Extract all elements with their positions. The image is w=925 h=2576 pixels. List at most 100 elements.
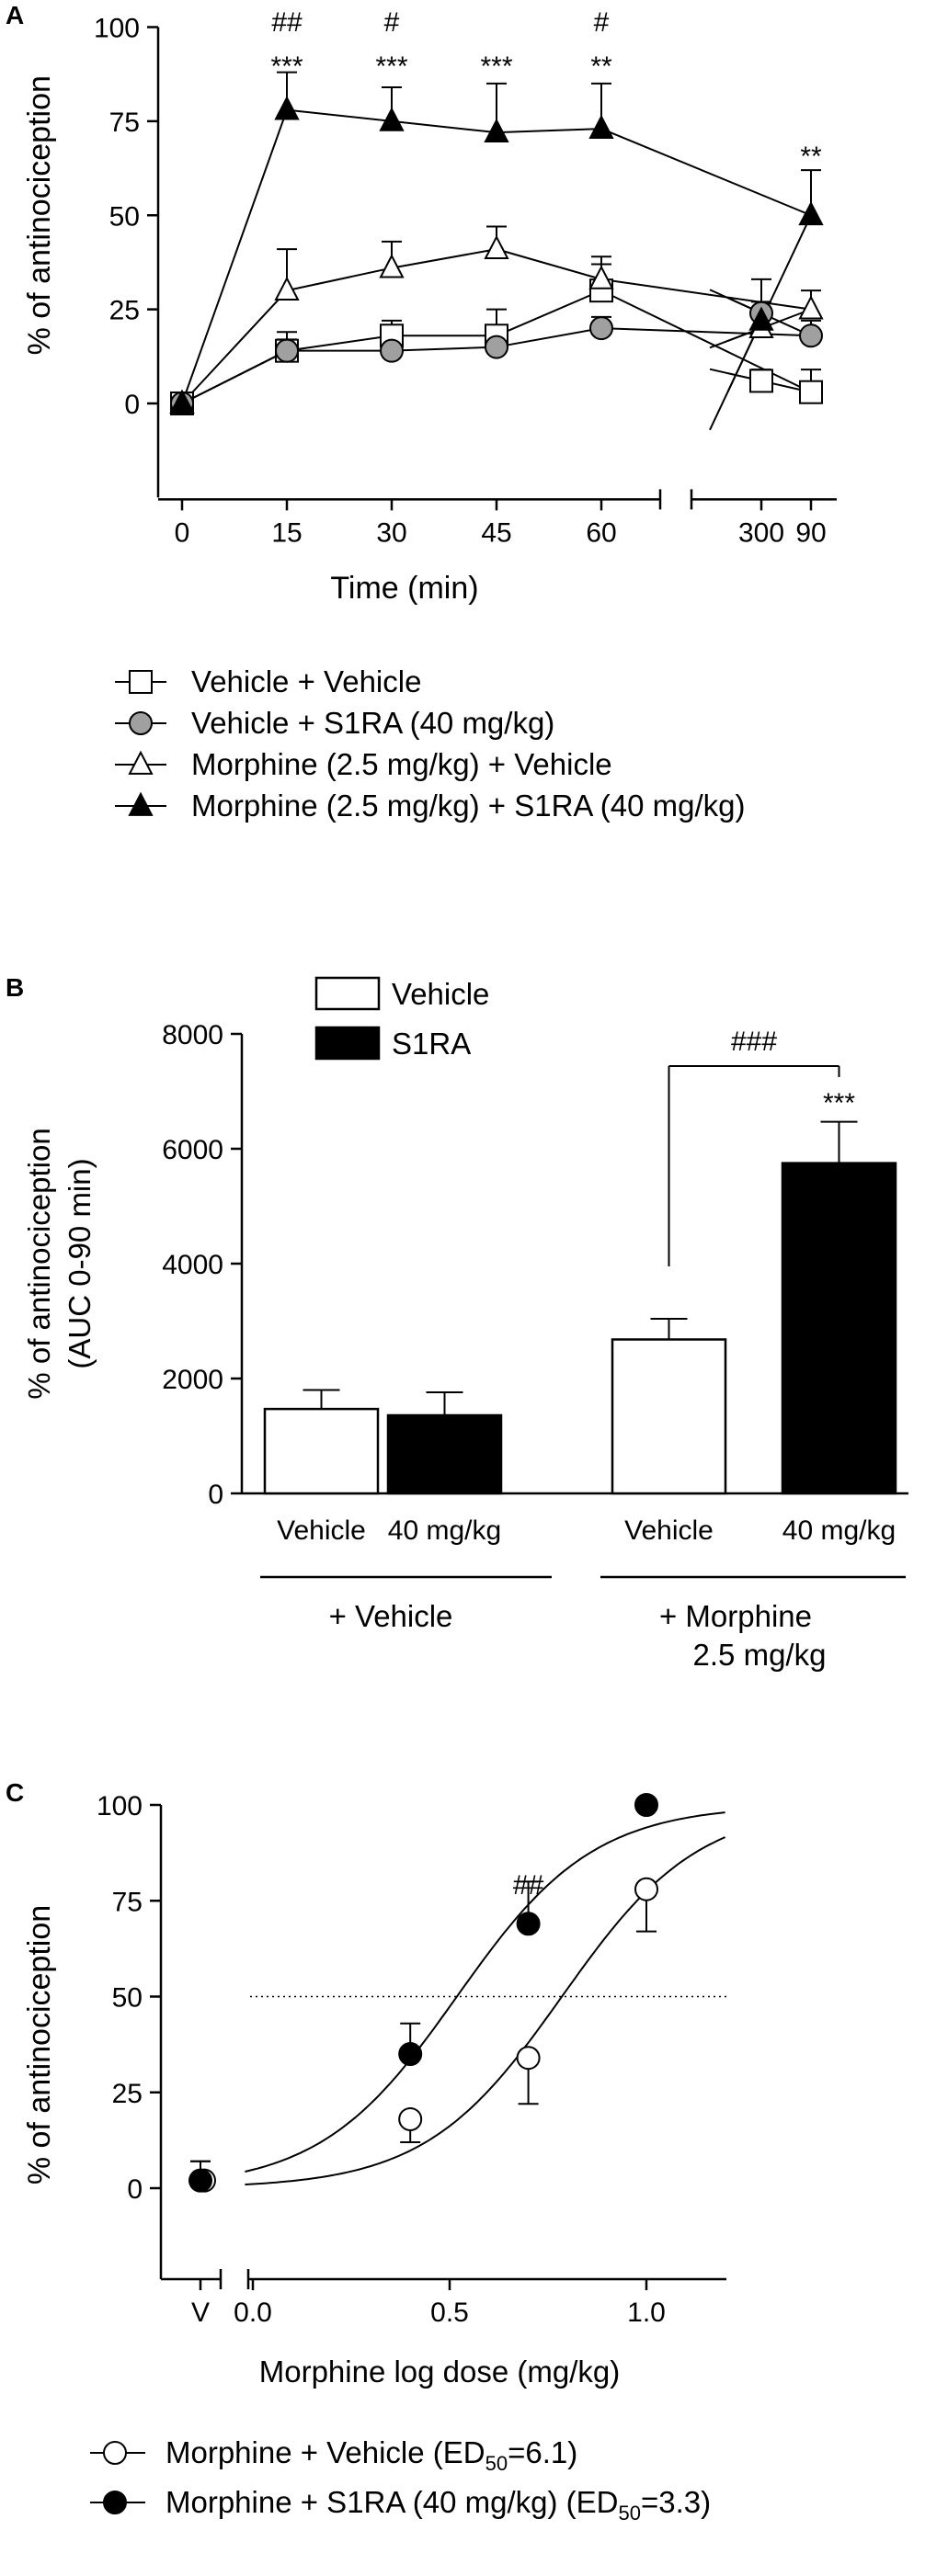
a-point-2 — [798, 295, 824, 320]
c-legend-marker — [103, 2441, 127, 2465]
c-y-tick-label: 50 — [112, 1983, 143, 2014]
b-category-label: 40 mg/kg — [388, 1515, 501, 1546]
b-bar — [781, 1162, 897, 1495]
a-point-2 — [484, 234, 509, 260]
a-significance-label: # — [594, 7, 610, 38]
chart-b-auc-bars: 0 2000 4000 6000 8000 % of antinociception (AU… — [22, 976, 908, 1672]
a-series-line-1 — [600, 327, 812, 337]
a-series-line-2 — [496, 248, 602, 280]
c-legend-label: Morphine + S1RA (40 mg/kg) (ED50=3.3) — [166, 2485, 711, 2525]
c-x-tick-label-vehicle: V — [191, 2298, 210, 2328]
a-legend-marker — [128, 750, 154, 775]
c-legend-label-subscript: 50 — [618, 2502, 640, 2525]
c-y-tick-label: 75 — [112, 1887, 143, 1917]
a-series-line-3 — [600, 128, 812, 217]
b-bar — [263, 1407, 380, 1495]
a-series-line-3 — [286, 108, 393, 122]
a-significance-label: ## — [271, 7, 303, 38]
c-legend-label: Morphine + Vehicle (ED50=6.1) — [166, 2435, 577, 2475]
c-legend-label-text: Morphine + Vehicle (ED — [166, 2435, 485, 2469]
b-category-label: 40 mg/kg — [782, 1515, 896, 1546]
a-point-1 — [380, 338, 404, 363]
a-series-line-2 — [181, 289, 288, 404]
c-x-tick-label: 1.0 — [627, 2298, 666, 2328]
a-series-line-0 — [496, 289, 602, 337]
a-y-tick-label: 50 — [109, 201, 140, 232]
b-legend-swatch — [314, 1026, 381, 1061]
a-series-line-1 — [496, 327, 602, 348]
a-legend-label: Vehicle + Vehicle — [191, 664, 421, 698]
a-point-3 — [169, 389, 195, 414]
a-legend-label: Morphine (2.5 mg/kg) + Vehicle — [191, 747, 612, 781]
b-bracket-label: ### — [731, 1027, 777, 1057]
b-y-tick-label: 2000 — [162, 1365, 223, 1395]
c-y-tick-label: 100 — [97, 1791, 143, 1821]
b-y-tick-label: 0 — [208, 1480, 223, 1510]
a-x-tick-label: 0 — [175, 517, 190, 548]
b-legend-label: Vehicle — [392, 977, 489, 1011]
a-x-tick-label: 90 — [795, 517, 826, 548]
a-point-1 — [485, 335, 508, 359]
a-series-line-3 — [709, 320, 762, 431]
a-significance-label: ** — [590, 51, 612, 82]
a-point-0 — [749, 369, 773, 393]
b-bar — [386, 1413, 503, 1495]
c-point-0 — [398, 2106, 423, 2131]
b-category-label: Vehicle — [624, 1515, 714, 1546]
b-category-label: Vehicle — [277, 1515, 366, 1546]
a-significance-label: ** — [800, 142, 822, 172]
c-legend-marker — [103, 2491, 127, 2514]
c-x-axis-title: Morphine log dose (mg/kg) — [259, 2355, 621, 2389]
a-legend-label: Vehicle + S1RA (40 mg/kg) — [191, 706, 554, 740]
c-y-tick-label: 0 — [127, 2174, 143, 2205]
b-group-label: + Vehicle — [329, 1599, 453, 1633]
a-point-1 — [799, 323, 823, 348]
c-point-1 — [398, 2042, 423, 2067]
a-legend-marker — [128, 791, 154, 816]
c-legend-label-text: Morphine + S1RA (40 mg/kg) (ED — [166, 2485, 618, 2519]
a-point-3 — [748, 306, 774, 331]
b-y-tick-label: 6000 — [162, 1135, 223, 1165]
panel-letter-b: B — [6, 973, 24, 1002]
b-y-tick-label: 4000 — [162, 1250, 223, 1280]
c-legend-label-text: =6.1) — [508, 2435, 577, 2469]
panel-letter-c: C — [6, 1778, 24, 1807]
a-series-line-0 — [286, 335, 393, 352]
c-point-0 — [634, 1877, 658, 1901]
a-x-axis-title: Time (min) — [330, 571, 478, 606]
a-point-1 — [589, 316, 613, 341]
a-point-2 — [588, 265, 614, 289]
c-x-tick-label: 0.0 — [234, 2298, 272, 2328]
a-legend-marker — [129, 711, 153, 735]
a-y-tick-label: 100 — [94, 14, 140, 44]
a-series-line-3 — [391, 119, 497, 134]
c-y-tick-label: 25 — [112, 2079, 143, 2109]
c-x-tick-label: 0.5 — [430, 2298, 469, 2328]
a-x-tick-label: 45 — [481, 517, 511, 548]
a-y-tick-label: 0 — [124, 390, 140, 420]
a-series-line-0 — [600, 289, 812, 393]
chart-a-time-course: 0 25 50 75 100 0 15 30 45 60 90 300 Time (min) % of a… — [22, 7, 837, 823]
a-x-tick-label: 300 — [738, 517, 784, 548]
c-significance-label: ## — [513, 1870, 544, 1901]
a-point-3 — [588, 114, 614, 139]
a-point-0 — [799, 380, 823, 404]
b-group-sublabel: 2.5 mg/kg — [693, 1638, 827, 1672]
b-legend-label: S1RA — [392, 1027, 471, 1061]
a-x-tick-label: 15 — [271, 517, 302, 548]
c-legend-label-text: =3.3) — [641, 2485, 711, 2519]
a-point-2 — [379, 254, 405, 278]
b-bar — [611, 1338, 727, 1495]
panel-letter-a: A — [6, 1, 24, 29]
a-significance-label: # — [384, 7, 400, 38]
b-y-tick-label: 8000 — [162, 1020, 223, 1050]
c-legend-label-subscript: 50 — [485, 2452, 508, 2475]
a-y-axis-title: % of antinociception — [22, 75, 57, 355]
b-y-axis-title-2: (AUC 0-90 min) — [63, 1158, 97, 1368]
a-series-line-3 — [496, 128, 602, 134]
a-y-tick-label: 25 — [109, 296, 140, 326]
a-series-line-3 — [181, 109, 288, 404]
b-legend-swatch — [314, 976, 381, 1011]
c-y-axis-title: % of antinociception — [22, 1905, 57, 2184]
